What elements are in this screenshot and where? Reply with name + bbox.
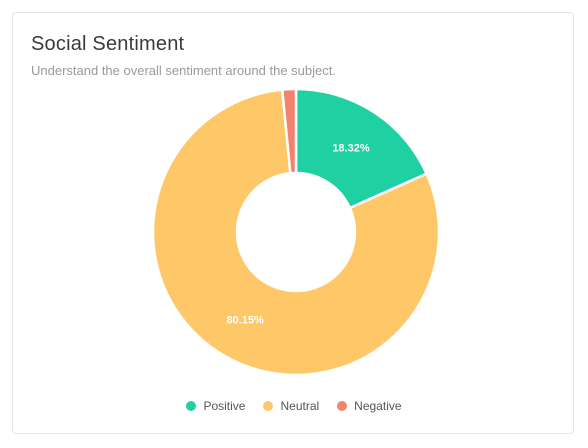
legend-marker-positive — [186, 401, 197, 411]
data-label-positive: 18.32% — [332, 142, 370, 154]
legend-marker-negative — [337, 401, 348, 411]
data-label-neutral: 80.15% — [227, 314, 265, 326]
slice-negative[interactable] — [280, 87, 298, 175]
legend-label-negative: Negative — [354, 399, 402, 413]
legend-item-negative[interactable]: Negative — [337, 399, 402, 413]
legend-item-neutral[interactable]: Neutral — [263, 399, 319, 413]
card-title: Social Sentiment — [31, 33, 185, 55]
slice-positive[interactable] — [294, 87, 429, 210]
sentiment-card: Social Sentiment Understand the overall … — [12, 12, 574, 434]
sentiment-donut-chart: 18.32% 80.15% — [151, 87, 441, 377]
card-subtitle: Understand the overall sentiment around … — [31, 63, 336, 78]
legend-item-positive[interactable]: Positive — [186, 399, 245, 413]
legend-label-positive: Positive — [203, 399, 246, 413]
legend-marker-neutral — [263, 401, 274, 411]
chart-legend: Positive Neutral Negative — [13, 399, 575, 413]
legend-label-neutral: Neutral — [280, 399, 320, 413]
slice-neutral[interactable] — [151, 88, 441, 377]
